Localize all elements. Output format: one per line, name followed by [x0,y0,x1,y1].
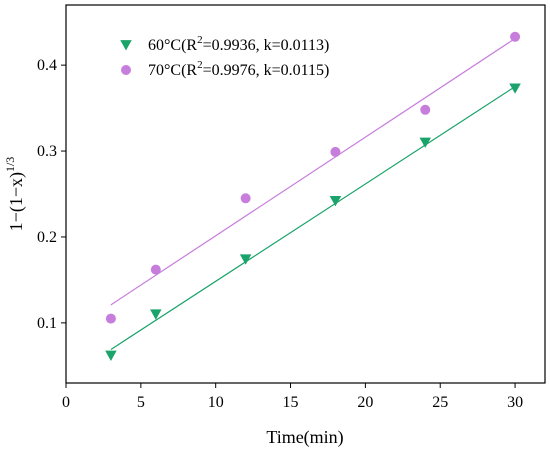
x-tick-label: 15 [283,394,299,411]
data-point [105,350,117,361]
y-axis-title: 1−(1−x)1/3 [3,157,27,232]
legend-marker [120,40,132,51]
x-tick-label: 10 [208,394,224,411]
y-tick-label: 0.3 [37,143,57,160]
plot-frame [65,4,546,384]
data-point [150,309,162,320]
y-tick-label: 0.1 [37,315,57,332]
fit-line [110,38,516,306]
x-tick-label: 20 [357,394,373,411]
y-axis-title-base: 1−(1−x) [6,172,27,231]
y-tick-label: 0.2 [37,229,57,246]
data-point [240,193,251,204]
x-axis-title: Time(min) [266,427,343,448]
data-point [330,146,341,157]
data-point [150,264,161,275]
legend-label: 70°C(R2=0.9976, k=0.0115) [148,59,329,79]
data-point [329,195,342,207]
fit-line [110,86,516,350]
x-tick-label: 30 [507,394,523,411]
legend-label: 60°C(R2=0.9936, k=0.0113) [148,34,329,54]
data-point [105,313,116,324]
x-tick-label: 25 [432,394,448,411]
data-point [509,83,521,94]
x-tick-label: 5 [137,394,145,411]
data-point [419,137,431,148]
data-point [510,31,521,42]
data-point [420,104,431,115]
x-tick-label: 0 [62,394,70,411]
series-2 [105,31,521,324]
legend-marker [121,65,131,75]
y-tick-label: 0.4 [37,57,57,74]
y-axis-title-superscript: 1/3 [3,157,17,172]
data-point [239,254,252,265]
series-1 [105,83,521,361]
